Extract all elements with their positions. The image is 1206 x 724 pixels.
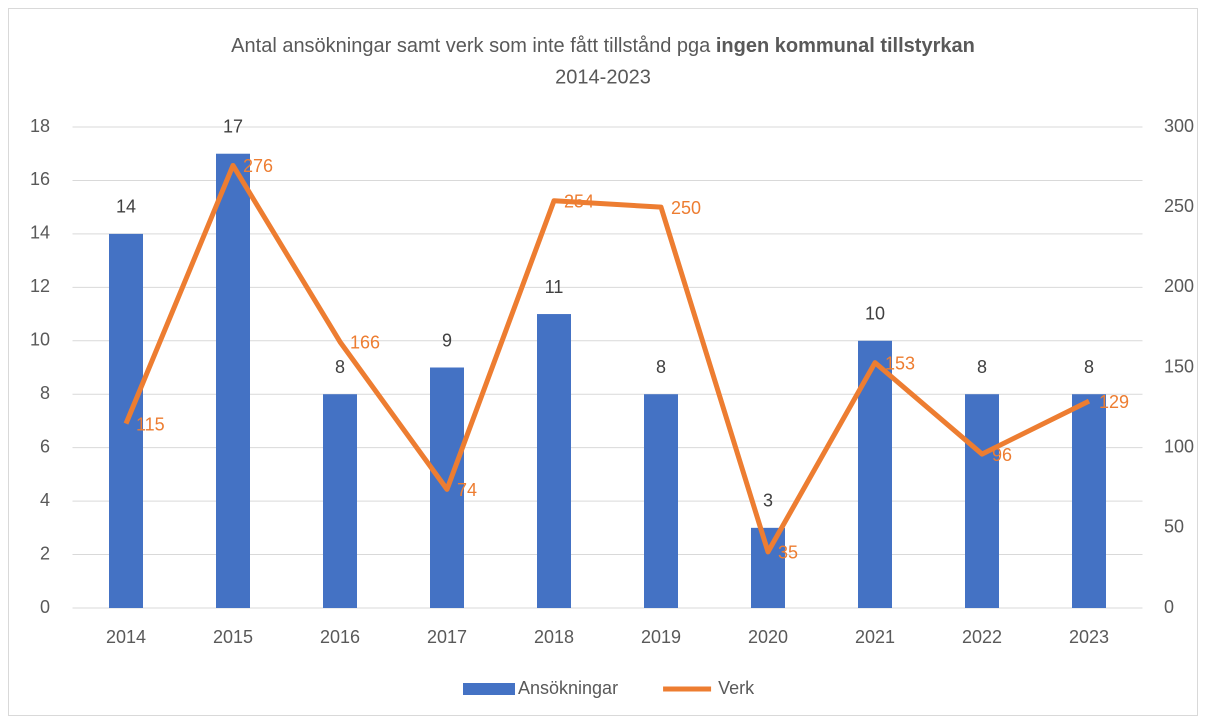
y-tick-label: 14 (30, 223, 50, 243)
bar-value-label: 17 (223, 116, 243, 136)
bar-value-label: 3 (763, 491, 773, 511)
bar (216, 153, 250, 608)
y2-tick-label: 200 (1164, 276, 1194, 296)
bar-value-label: 14 (116, 197, 136, 217)
line-value-label: 74 (457, 480, 477, 500)
bar-value-label: 8 (335, 357, 345, 377)
line-value-label: 115 (136, 414, 165, 434)
line-value-label: 129 (1099, 392, 1129, 412)
y2-tick-label: 150 (1164, 356, 1194, 376)
bar-value-label: 10 (865, 304, 885, 324)
bar (537, 314, 571, 608)
bar-value-label: 8 (656, 357, 666, 377)
line-value-label: 254 (564, 192, 594, 212)
y-tick-label: 16 (30, 169, 50, 189)
bar (1072, 394, 1106, 608)
x-tick-label: 2023 (1069, 627, 1109, 647)
y2-tick-label: 300 (1164, 116, 1194, 136)
bar-value-label: 11 (545, 277, 564, 297)
x-tick-label: 2022 (962, 627, 1002, 647)
bar-value-label: 8 (977, 357, 987, 377)
x-tick-label: 2020 (748, 627, 788, 647)
y-tick-label: 18 (30, 116, 50, 136)
chart-border (8, 8, 1198, 716)
x-tick-label: 2021 (855, 627, 895, 647)
y-tick-label: 2 (40, 543, 50, 563)
chart-title: Antal ansökningar samt verk som inte fåt… (231, 35, 975, 57)
bar (751, 527, 785, 608)
x-tick-label: 2017 (427, 627, 467, 647)
x-tick-label: 2019 (641, 627, 681, 647)
bar-value-label: 8 (1084, 357, 1094, 377)
line-value-label: 250 (671, 198, 701, 218)
y-tick-label: 10 (30, 330, 50, 350)
y-tick-label: 12 (30, 276, 50, 296)
line-value-label: 153 (885, 353, 915, 373)
x-tick-label: 2018 (534, 627, 574, 647)
legend-swatch (463, 683, 515, 695)
x-tick-label: 2015 (213, 627, 253, 647)
legend-label: Verk (718, 678, 755, 698)
line-value-label: 276 (243, 156, 273, 176)
x-tick-label: 2014 (106, 627, 146, 647)
bar-value-label: 9 (442, 330, 452, 350)
line-value-label: 96 (992, 445, 1012, 465)
y-tick-label: 8 (40, 383, 50, 403)
y2-tick-label: 250 (1164, 196, 1194, 216)
y2-tick-label: 50 (1164, 517, 1184, 537)
y2-tick-label: 0 (1164, 597, 1174, 617)
bar (965, 394, 999, 608)
y-tick-label: 4 (40, 490, 50, 510)
legend-label: Ansökningar (518, 678, 618, 698)
y-tick-label: 0 (40, 597, 50, 617)
line (123, 162, 1091, 555)
title-main: Antal ansökningar samt verk som inte fåt… (231, 35, 711, 57)
title-emphasis: ingen kommunal tillstyrkan (716, 35, 975, 57)
y2-tick-label: 100 (1164, 436, 1194, 456)
chart-subtitle: 2014-2023 (555, 66, 651, 88)
bar (323, 394, 357, 608)
bar (644, 394, 678, 608)
line-value-label: 166 (350, 333, 380, 353)
line-value-label: 35 (778, 543, 798, 563)
y-tick-label: 6 (40, 436, 50, 456)
x-tick-label: 2016 (320, 627, 360, 647)
